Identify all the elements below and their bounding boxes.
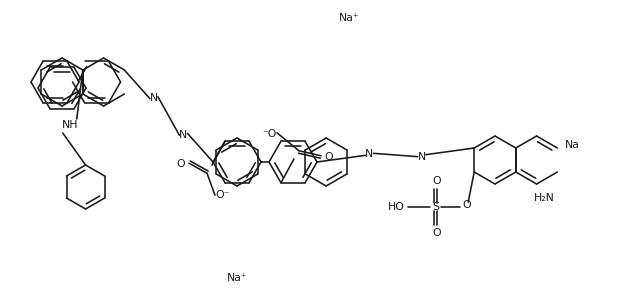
Text: Na⁺: Na⁺: [339, 13, 359, 23]
Text: HO: HO: [388, 202, 404, 212]
Text: ⁻O: ⁻O: [262, 129, 276, 139]
Text: Na⁺: Na⁺: [226, 273, 248, 283]
Text: N: N: [418, 152, 426, 162]
Text: O: O: [177, 159, 185, 169]
Text: O: O: [432, 176, 440, 186]
Text: O: O: [432, 228, 440, 238]
Text: O⁻: O⁻: [216, 190, 230, 200]
Text: O: O: [462, 200, 471, 210]
Text: N: N: [150, 93, 158, 103]
Text: N: N: [179, 130, 188, 140]
Text: O: O: [325, 152, 333, 162]
Text: N: N: [366, 149, 373, 159]
Text: NH: NH: [61, 120, 78, 130]
Text: H₂N: H₂N: [534, 193, 555, 203]
Text: Na: Na: [565, 140, 580, 150]
Text: S: S: [433, 202, 440, 212]
